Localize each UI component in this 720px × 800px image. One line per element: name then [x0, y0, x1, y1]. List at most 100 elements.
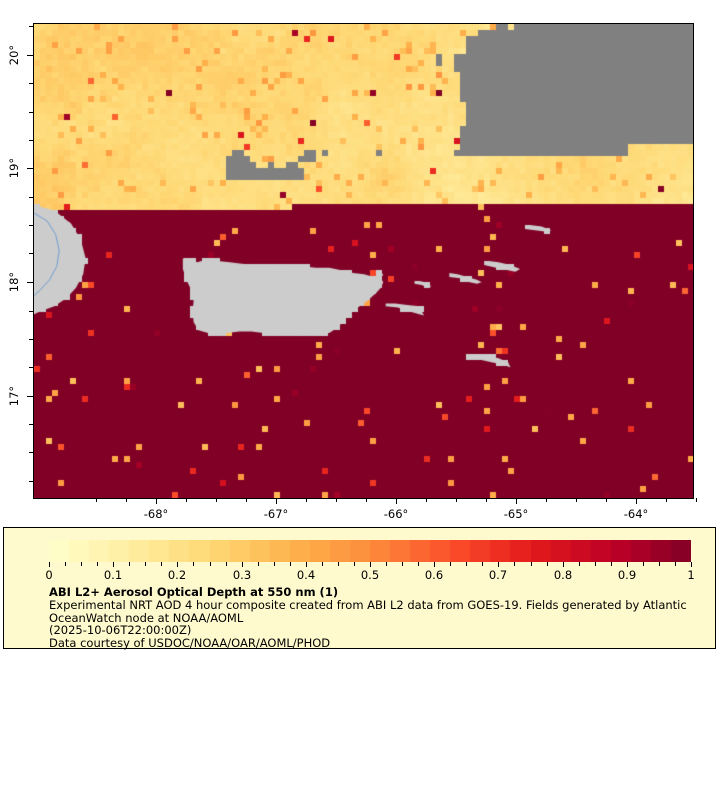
colorbar-tick-minor	[418, 562, 419, 566]
caption-line-2: OceanWatch node at NOAA/AOML	[49, 610, 244, 625]
x-tick-major	[636, 498, 637, 504]
x-tick-label: -66°	[383, 507, 409, 521]
colorbar-tick-label: 0.8	[553, 568, 573, 582]
colorbar-tick-minor	[145, 562, 146, 566]
colorbar-tick-minor	[482, 562, 483, 566]
y-tick-minor	[29, 367, 33, 368]
colorbar-tick-label: 0.7	[488, 568, 508, 582]
colorbar-tick-label: 0.1	[103, 568, 123, 582]
colorbar-tick-minor	[129, 562, 130, 566]
x-tick-minor	[666, 498, 667, 502]
colorbar-tick-major	[370, 562, 371, 567]
x-tick-label: -68°	[143, 507, 169, 521]
colorbar-tick-minor	[193, 562, 194, 566]
colorbar-tick-minor	[595, 562, 596, 566]
colorbar-tick-minor	[531, 562, 532, 566]
x-tick-minor	[306, 498, 307, 502]
colorbar-tick-major	[498, 562, 499, 567]
aod-heatmap-canvas[interactable]	[34, 24, 693, 498]
y-tick-minor	[29, 481, 33, 482]
x-tick-minor	[186, 498, 187, 502]
colorbar-tick-minor	[514, 562, 515, 566]
y-tick-major	[27, 396, 33, 397]
y-tick-minor	[29, 112, 33, 113]
colorbar-tick-minor	[354, 562, 355, 566]
colorbar[interactable]	[49, 540, 691, 562]
colorbar-tick-label: 0.5	[360, 568, 380, 582]
x-tick-minor	[606, 498, 607, 502]
colorbar-tick-minor	[226, 562, 227, 566]
colorbar-tick-minor	[659, 562, 660, 566]
caption-title: ABI L2+ Aerosol Optical Depth at 550 nm …	[49, 585, 339, 599]
y-tick-minor	[29, 26, 33, 27]
colorbar-tick-minor	[290, 562, 291, 566]
x-tick-minor	[336, 498, 337, 502]
colorbar-tick-minor	[611, 562, 612, 566]
colorbar-tick-label: 0.4	[296, 568, 316, 582]
y-tick-minor	[29, 452, 33, 453]
colorbar-tick-minor	[97, 562, 98, 566]
colorbar-tick-major	[306, 562, 307, 567]
caption-line-3: (2025-10-06T22:00:00Z)	[49, 623, 192, 638]
x-tick-major	[276, 498, 277, 504]
x-tick-minor	[246, 498, 247, 502]
colorbar-tick-minor	[579, 562, 580, 566]
colorbar-tick-label: 0.6	[424, 568, 444, 582]
x-tick-label: -64°	[623, 507, 649, 521]
x-tick-label: -67°	[263, 507, 289, 521]
y-tick-major	[27, 55, 33, 56]
y-tick-minor	[29, 424, 33, 425]
colorbar-tick-minor	[450, 562, 451, 566]
x-tick-major	[156, 498, 157, 504]
x-tick-minor	[696, 498, 697, 502]
colorbar-tick-minor	[643, 562, 644, 566]
colorbar-tick-minor	[338, 562, 339, 566]
colorbar-tick-minor	[547, 562, 548, 566]
y-tick-label: 20°	[7, 44, 21, 66]
colorbar-tick-minor	[161, 562, 162, 566]
colorbar-tick-minor	[258, 562, 259, 566]
caption-line-4: Data courtesy of USDOC/NOAA/OAR/AOML/PHO…	[49, 635, 331, 650]
y-tick-major	[27, 282, 33, 283]
x-tick-major	[396, 498, 397, 504]
colorbar-tick-minor	[65, 562, 66, 566]
map-plot-area[interactable]	[33, 23, 694, 499]
x-tick-minor	[486, 498, 487, 502]
y-tick-label: 19°	[7, 157, 21, 179]
x-tick-major	[516, 498, 517, 504]
colorbar-tick-label: 1	[687, 568, 695, 582]
x-tick-minor	[96, 498, 97, 502]
y-tick-major	[27, 168, 33, 169]
colorbar-tick-minor	[386, 562, 387, 566]
colorbar-tick-label: 0	[45, 568, 53, 582]
colorbar-tick-minor	[675, 562, 676, 566]
x-tick-minor	[426, 498, 427, 502]
colorbar-tick-minor	[466, 562, 467, 566]
colorbar-tick-major	[242, 562, 243, 567]
colorbar-tick-major	[113, 562, 114, 567]
colorbar-tick-label: 0.2	[167, 568, 187, 582]
y-tick-minor	[29, 253, 33, 254]
colorbar-tick-major	[563, 562, 564, 567]
colorbar-tick-major	[691, 562, 692, 567]
x-tick-minor	[456, 498, 457, 502]
x-tick-label: -65°	[503, 507, 529, 521]
colorbar-tick-minor	[210, 562, 211, 566]
y-tick-minor	[29, 140, 33, 141]
legend-panel: 0 0.1 0.2 0.3 0.4 0.5 0.6 0.7 0.8 0.9 1 ABI L2+ Ae…	[3, 527, 716, 649]
y-tick-minor	[29, 197, 33, 198]
x-tick-minor	[126, 498, 127, 502]
x-tick-minor	[576, 498, 577, 502]
colorbar-tick-label: 0.3	[232, 568, 252, 582]
y-tick-minor	[29, 83, 33, 84]
caption-line-1: Experimental NRT AOD 4 hour composite cr…	[49, 598, 687, 612]
x-tick-minor	[546, 498, 547, 502]
y-tick-minor	[29, 339, 33, 340]
colorbar-tick-major	[177, 562, 178, 567]
x-tick-minor	[366, 498, 367, 502]
colorbar-tick-minor	[274, 562, 275, 566]
colorbar-tick-major	[49, 562, 50, 567]
colorbar-tick-major	[627, 562, 628, 567]
y-tick-minor	[29, 311, 33, 312]
colorbar-tick-label: 0.9	[617, 568, 637, 582]
